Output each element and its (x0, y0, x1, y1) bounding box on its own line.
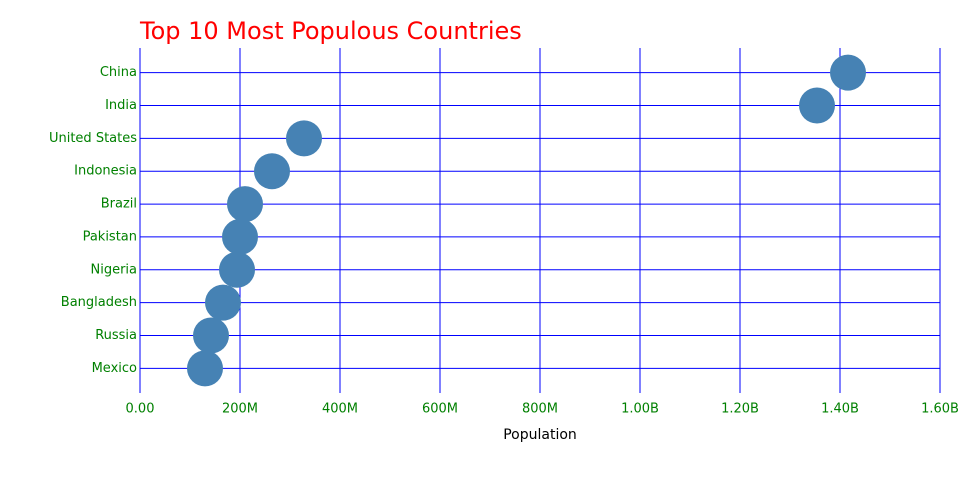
dot (187, 350, 223, 387)
dot (222, 218, 258, 255)
dot (227, 186, 263, 223)
dot (799, 87, 835, 124)
dot (219, 251, 255, 288)
y-tick-label: Russia (95, 328, 137, 343)
x-tick-label: 0.00 (126, 402, 155, 417)
y-tick-label: Pakistan (83, 229, 137, 244)
x-axis-label: Population (503, 427, 577, 443)
y-tick-label: Mexico (92, 361, 137, 376)
dot (205, 284, 241, 321)
dot (830, 54, 866, 91)
chart-title: Top 10 Most Populous Countries (139, 17, 522, 45)
x-tick-label: 400M (322, 402, 358, 417)
dot (254, 153, 290, 190)
y-tick-label: India (105, 98, 137, 113)
dot (193, 317, 229, 354)
y-tick-label: Indonesia (74, 164, 137, 179)
dot (286, 120, 322, 157)
y-tick-label: China (100, 65, 137, 80)
x-tick-label: 200M (222, 402, 258, 417)
y-tick-label: Nigeria (90, 262, 137, 277)
y-tick-label: Bangladesh (61, 295, 137, 310)
x-tick-label: 1.20B (721, 402, 759, 417)
y-tick-label: Brazil (101, 197, 137, 212)
x-tick-label: 800M (522, 402, 558, 417)
x-tick-label: 1.60B (921, 402, 959, 417)
x-tick-label: 1.00B (621, 402, 659, 417)
x-tick-label: 1.40B (821, 402, 859, 417)
x-tick-label: 600M (422, 402, 458, 417)
y-tick-label: United States (49, 131, 137, 146)
